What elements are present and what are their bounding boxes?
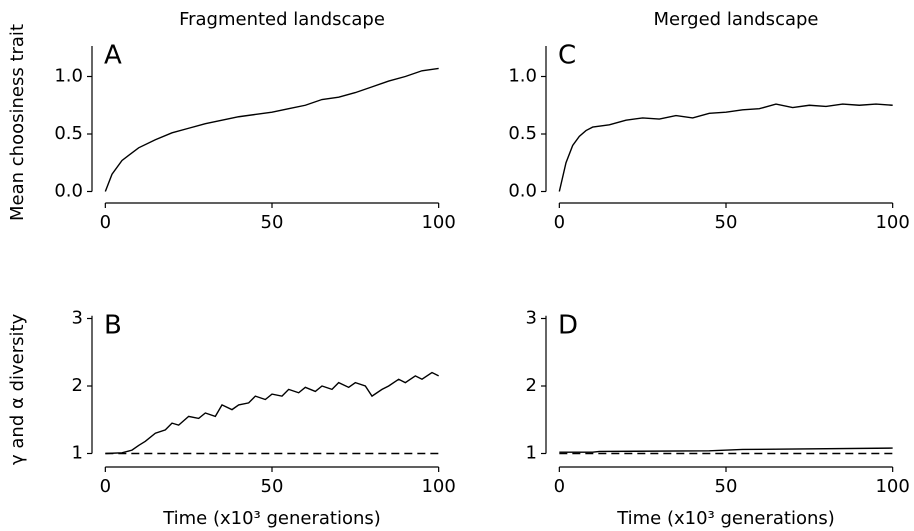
y-tick-label: 1: [526, 443, 537, 464]
y-tick-label: 0.0: [508, 181, 537, 202]
panel-label: C: [558, 41, 576, 71]
y-axis-label: Mean choosiness trait: [7, 24, 28, 221]
x-tick-label: 0: [554, 476, 565, 497]
panel-label: A: [104, 41, 122, 71]
y-tick-label: 1: [72, 443, 83, 464]
y-tick-label: 0.5: [508, 123, 537, 144]
x-tick-label: 0: [100, 476, 111, 497]
x-tick-label: 100: [875, 212, 909, 233]
x-tick-label: 100: [421, 476, 455, 497]
x-tick-label: 0: [554, 212, 565, 233]
x-tick-label: 0: [100, 212, 111, 233]
panel-label: B: [104, 310, 122, 340]
y-tick-label: 0.5: [54, 123, 83, 144]
x-tick-label: 100: [421, 212, 455, 233]
data-line: [105, 371, 439, 455]
y-tick-label: 1.0: [54, 66, 83, 87]
y-tick-label: 0.0: [54, 181, 83, 202]
x-tick-label: 100: [875, 476, 909, 497]
y-tick-label: 1.0: [508, 66, 537, 87]
x-tick-label: 50: [261, 212, 284, 233]
panel-label: D: [558, 310, 578, 340]
panel-title: Fragmented landscape: [179, 9, 385, 30]
y-tick-label: 3: [526, 308, 537, 329]
y-tick-label: 2: [72, 375, 83, 396]
data-line: [558, 103, 893, 192]
panel-title: Merged landscape: [653, 9, 818, 30]
y-axis-label: γ and α diversity: [7, 313, 28, 465]
x-tick-label: 50: [261, 476, 284, 497]
data-line: [559, 447, 893, 453]
y-tick-label: 3: [72, 308, 83, 329]
x-axis-label: Time (x10³ generations): [616, 508, 835, 529]
x-tick-label: 50: [715, 476, 738, 497]
x-tick-label: 50: [715, 212, 738, 233]
data-line: [104, 67, 439, 192]
y-tick-label: 2: [526, 375, 537, 396]
x-axis-label: Time (x10³ generations): [162, 508, 381, 529]
